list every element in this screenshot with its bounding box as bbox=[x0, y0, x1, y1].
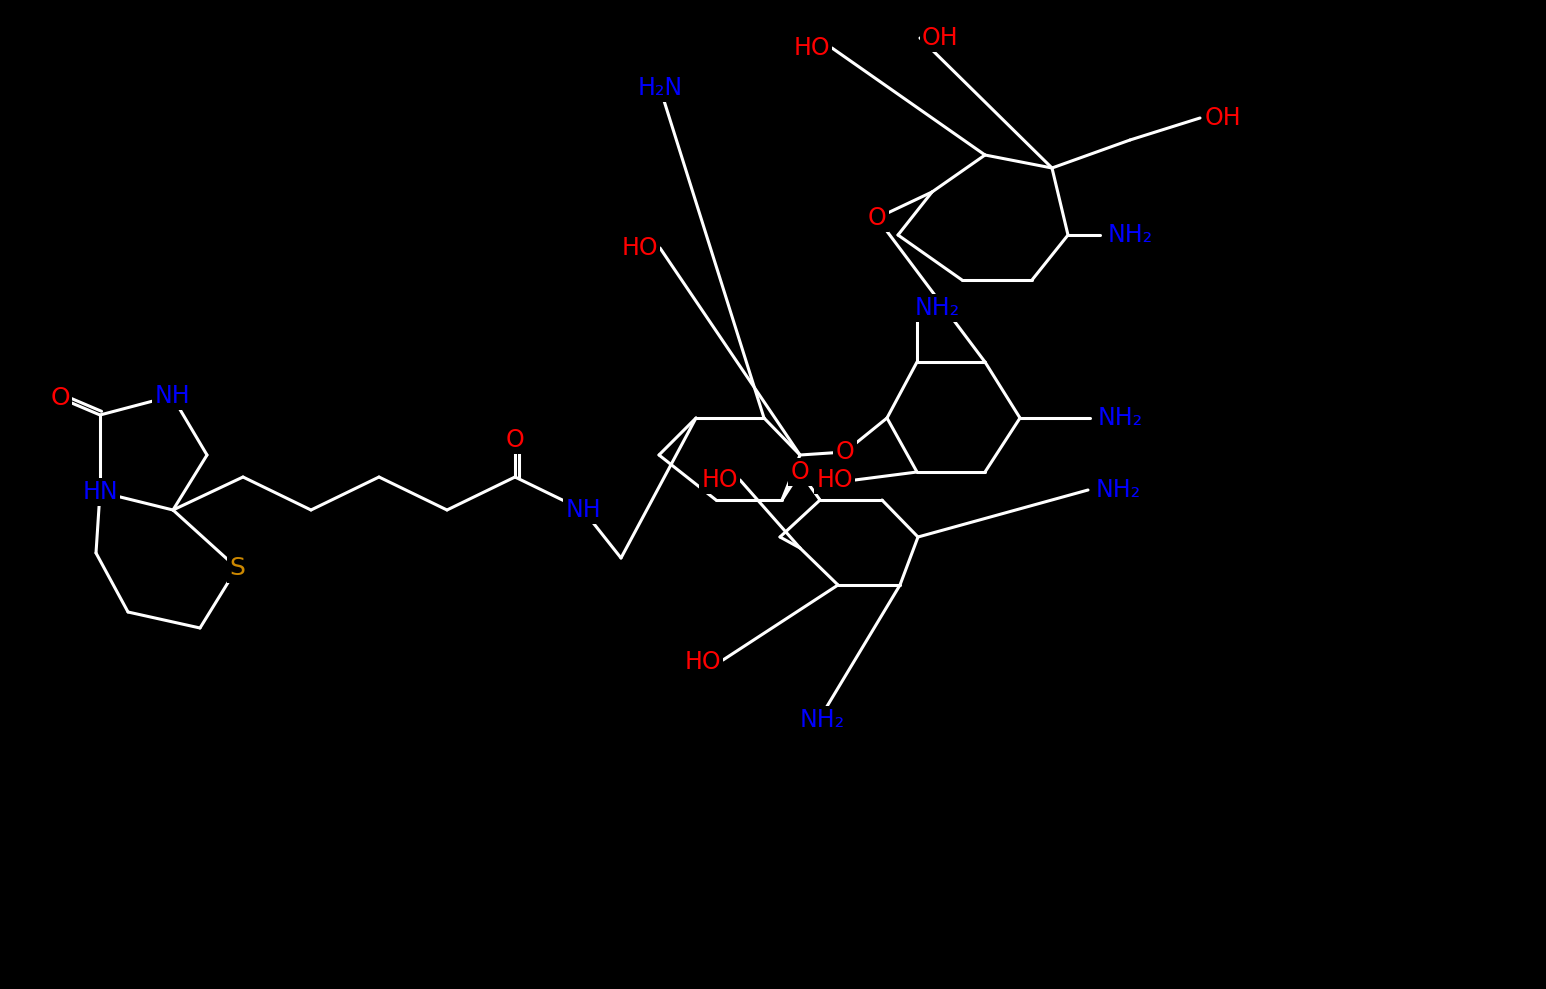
Text: O: O bbox=[49, 386, 70, 410]
Text: NH₂: NH₂ bbox=[799, 708, 844, 732]
Text: O: O bbox=[836, 440, 855, 464]
Text: NH₂: NH₂ bbox=[914, 296, 960, 320]
Text: HO: HO bbox=[816, 468, 853, 492]
Text: S: S bbox=[229, 556, 244, 580]
Text: O: O bbox=[506, 428, 524, 452]
Text: HO: HO bbox=[621, 236, 659, 260]
Text: H₂N: H₂N bbox=[637, 76, 683, 100]
Text: HO: HO bbox=[793, 36, 830, 60]
Text: O: O bbox=[867, 206, 886, 230]
Text: OH: OH bbox=[921, 26, 959, 50]
Text: O: O bbox=[790, 460, 810, 484]
Text: NH₂: NH₂ bbox=[1098, 406, 1142, 430]
Text: NH₂: NH₂ bbox=[1096, 478, 1141, 502]
Text: NH: NH bbox=[566, 498, 601, 522]
Text: HO: HO bbox=[685, 650, 720, 674]
Text: NH: NH bbox=[155, 384, 190, 408]
Text: OH: OH bbox=[1204, 106, 1241, 130]
Text: HN: HN bbox=[82, 480, 117, 504]
Text: NH₂: NH₂ bbox=[1108, 223, 1153, 247]
Text: HO: HO bbox=[702, 468, 737, 492]
